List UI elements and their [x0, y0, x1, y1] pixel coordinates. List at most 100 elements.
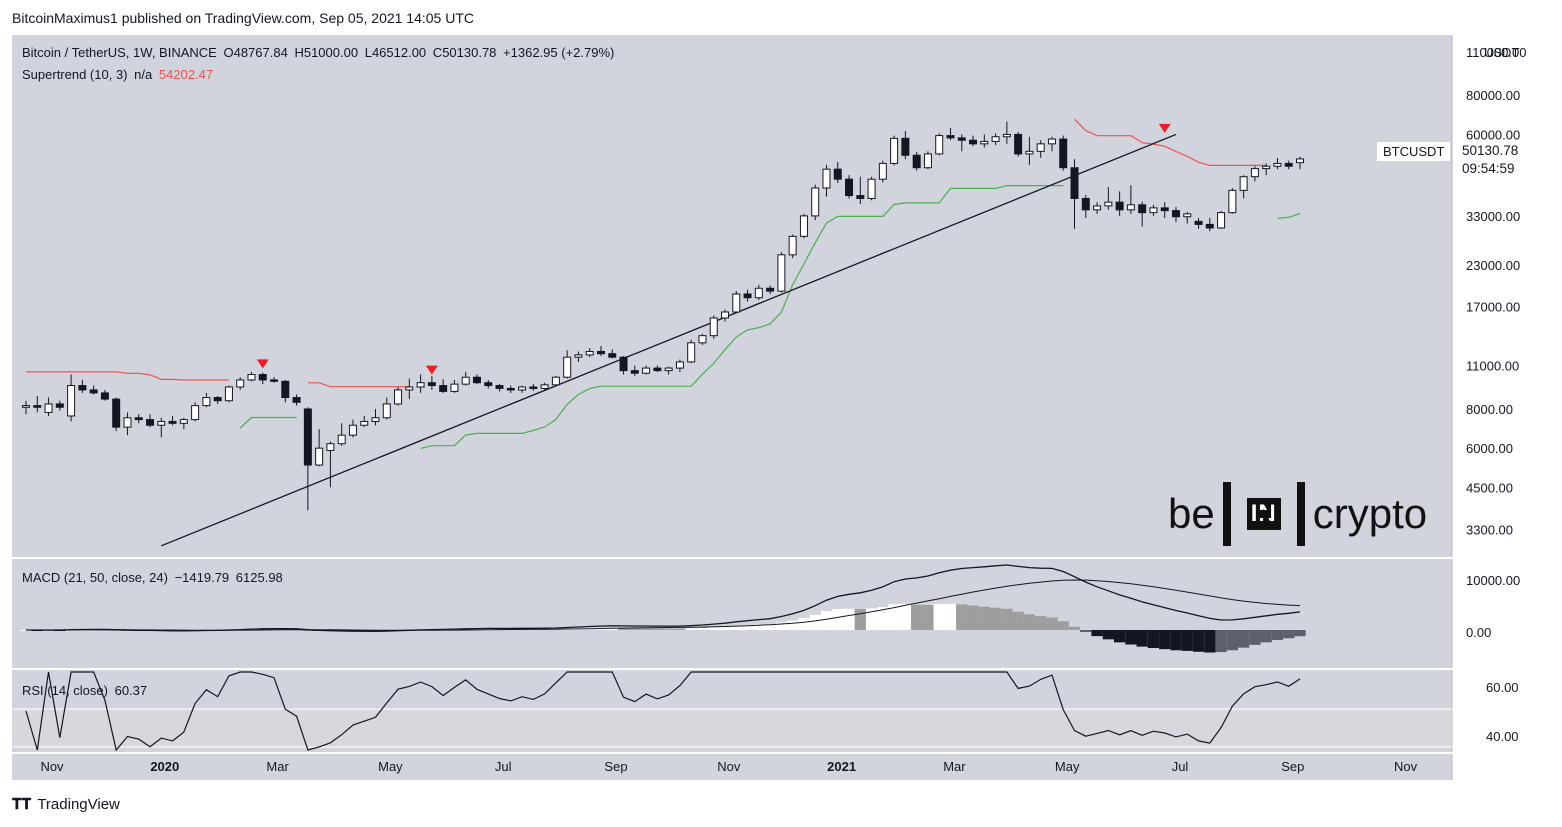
macd-histogram-bar	[888, 604, 900, 630]
macd-histogram-bar	[617, 627, 630, 630]
macd-histogram-bar	[1035, 616, 1047, 630]
candle	[157, 420, 166, 426]
change-value: +1362.95 (+2.79%)	[503, 45, 615, 60]
tradingview-footer[interactable]: 𝐓𝐓 TradingView	[12, 796, 120, 813]
candle	[326, 443, 335, 451]
macd-histogram-bar	[1159, 630, 1171, 650]
resistance-marker-icon	[425, 365, 438, 375]
macd-histogram-bar	[606, 627, 618, 630]
candle	[337, 434, 346, 445]
candle	[811, 187, 820, 217]
price-pane[interactable]	[12, 35, 1452, 557]
time-axis-label: Sep	[1281, 759, 1304, 774]
macd-histogram-bar	[663, 628, 675, 630]
candle	[912, 154, 921, 169]
candle	[1138, 204, 1147, 214]
supertrend-up-line	[420, 185, 1064, 449]
candle	[112, 398, 121, 428]
time-axis-label: May	[378, 759, 403, 774]
candle	[1126, 204, 1135, 211]
candle	[901, 137, 910, 156]
macd-histogram-bar	[843, 608, 855, 630]
time-axis-bar[interactable]	[12, 754, 1452, 780]
macd-value-2: 6125.98	[235, 570, 283, 585]
candle	[721, 311, 730, 319]
candle	[878, 162, 887, 180]
price-tick-label: 33000.00	[1466, 209, 1520, 224]
candle	[134, 417, 143, 421]
supertrend-legend: Supertrend (10, 3) n/a 54202.47	[22, 67, 216, 82]
open-value: 48767.84	[233, 45, 288, 60]
macd-histogram-bar	[1260, 630, 1272, 643]
price-tick-label: 4500.00	[1466, 480, 1513, 495]
macd-histogram-bar	[1170, 630, 1182, 651]
macd-histogram-bar	[1068, 626, 1081, 630]
candle	[258, 374, 267, 381]
candle	[315, 447, 324, 466]
candle	[303, 408, 312, 466]
candle	[788, 235, 797, 256]
close-label: C	[432, 45, 443, 60]
supertrend-label[interactable]: Supertrend (10, 3)	[22, 67, 128, 82]
macd-histogram-bar	[809, 614, 821, 630]
macd-histogram-bar	[1237, 630, 1250, 648]
macd-histogram-bar	[1113, 630, 1126, 643]
candle	[642, 367, 651, 374]
macd-histogram-bar	[696, 627, 709, 630]
supertrend-down-line	[26, 371, 229, 381]
candle	[213, 397, 222, 402]
macd-histogram-bar	[1057, 621, 1069, 630]
time-axis-label: Nov	[1394, 759, 1418, 774]
macd-histogram-bar	[1249, 630, 1261, 645]
price-scale[interactable]: 110000.00 80000.00 60000.00 33000.00 23000.0…	[1466, 45, 1527, 538]
candle	[450, 383, 459, 392]
macd-histogram-bar	[775, 622, 788, 630]
candle	[754, 287, 763, 299]
macd-histogram-bar	[1046, 617, 1058, 630]
macd-histogram-bar	[674, 628, 686, 630]
macd-histogram-bar	[820, 611, 833, 630]
logo-crypto: crypto	[1312, 490, 1428, 537]
resistance-marker-icon	[256, 359, 269, 369]
candle	[1014, 133, 1023, 155]
price-scale-bg[interactable]	[1452, 35, 1550, 780]
time-axis-label: 2021	[827, 759, 856, 774]
candle	[529, 386, 538, 389]
candle	[867, 178, 876, 199]
symbol-title[interactable]: Bitcoin / TetherUS, 1W, BINANCE	[22, 45, 217, 60]
candle	[991, 136, 1000, 142]
candle	[563, 356, 572, 378]
supertrend-down-line	[1074, 118, 1267, 166]
candle	[653, 367, 662, 372]
ohlc-legend: Bitcoin / TetherUS, 1W, BINANCE O48767.8…	[22, 45, 617, 60]
candle	[935, 135, 944, 155]
macd-histogram-bar	[865, 608, 878, 630]
candle	[1002, 133, 1011, 138]
candle	[1047, 138, 1056, 145]
candle	[630, 370, 639, 374]
candle	[946, 135, 955, 139]
macd-histogram-bar	[956, 604, 968, 630]
rsi-legend: RSI (14, close) 60.37	[22, 683, 150, 698]
macd-histogram-bar	[899, 603, 912, 630]
candle	[270, 379, 279, 382]
candle	[506, 387, 515, 391]
time-axis[interactable]: Nov 2020 Mar May Jul Sep Nov 2021 Mar May Jul Sep No…	[40, 759, 1417, 774]
candle	[495, 385, 504, 389]
time-axis-label: May	[1055, 759, 1080, 774]
low-value: 46512.00	[371, 45, 427, 60]
candle	[766, 287, 775, 292]
macd-label[interactable]: MACD (21, 50, close, 24)	[22, 570, 168, 585]
candle	[1149, 207, 1158, 214]
resistance-marker-icon	[1158, 123, 1171, 133]
price-tick-label: 3300.00	[1466, 523, 1513, 538]
candle	[687, 342, 696, 363]
rsi-label[interactable]: RSI (14, close)	[22, 683, 108, 698]
candle	[44, 403, 53, 413]
rsi-tick-40: 40.00	[1486, 729, 1519, 744]
macd-histogram-bar	[685, 628, 697, 630]
macd-histogram-bar	[1294, 630, 1306, 637]
candle	[1250, 168, 1259, 178]
supertrend-up-line	[1277, 212, 1301, 219]
